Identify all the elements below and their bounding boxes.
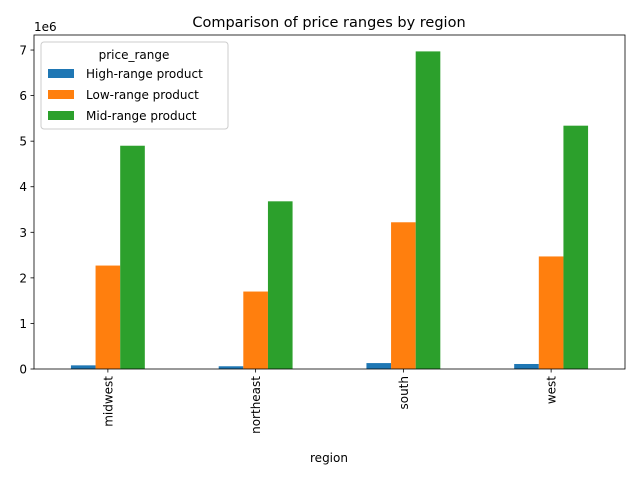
bar-mid-range-product-west — [563, 125, 589, 370]
legend-swatch — [48, 111, 74, 120]
y-tick-label: 4 — [19, 180, 27, 194]
plot-frame — [33, 34, 626, 370]
legend-label: High-range product — [86, 67, 203, 81]
y-tick-label: 3 — [19, 226, 27, 240]
y-tick-label: 7 — [19, 44, 27, 58]
x-tick-label-northeast: northeast — [249, 376, 263, 434]
bar-mid-range-product-northeast — [267, 201, 293, 369]
legend-title: price_range — [99, 48, 170, 62]
bar-mid-range-product-midwest — [120, 145, 145, 369]
bar-high-range-product-west — [514, 363, 539, 369]
legend: price_range High-range product Low-range … — [40, 41, 229, 130]
bars-layer — [70, 51, 589, 370]
x-tick-label-midwest: midwest — [101, 376, 115, 427]
legend-frame — [40, 41, 229, 130]
chart-title: Comparison of price ranges by region — [192, 15, 465, 31]
y-tick-label: 2 — [19, 271, 27, 285]
x-tick-label-west: west — [545, 376, 559, 404]
bar-mid-range-product-south — [415, 51, 441, 370]
y-tick-label: 0 — [19, 363, 27, 377]
bar-low-range-product-northeast — [243, 291, 268, 369]
y-offset-label: 1e6 — [34, 20, 57, 34]
y-tick-label: 5 — [19, 135, 27, 149]
x-tick-label-south: south — [397, 376, 411, 410]
y-tick-label: 6 — [19, 89, 27, 103]
y-axis: 0 1 2 3 4 5 6 7 — [19, 44, 34, 377]
x-axis-label: region — [310, 451, 348, 465]
bar-high-range-product-midwest — [70, 365, 96, 369]
bar-high-range-product-south — [366, 363, 392, 369]
bar-low-range-product-south — [391, 222, 416, 369]
bar-high-range-product-northeast — [218, 366, 244, 369]
legend-swatch — [48, 69, 74, 78]
y-tick-label: 1 — [19, 317, 27, 331]
legend-label: Low-range product — [86, 88, 199, 102]
bar-low-range-product-midwest — [95, 265, 121, 369]
x-axis: midwest northeast south west — [101, 369, 559, 434]
legend-label: Mid-range product — [86, 109, 197, 123]
legend-swatch — [48, 90, 74, 99]
bar-low-range-product-west — [538, 256, 564, 369]
